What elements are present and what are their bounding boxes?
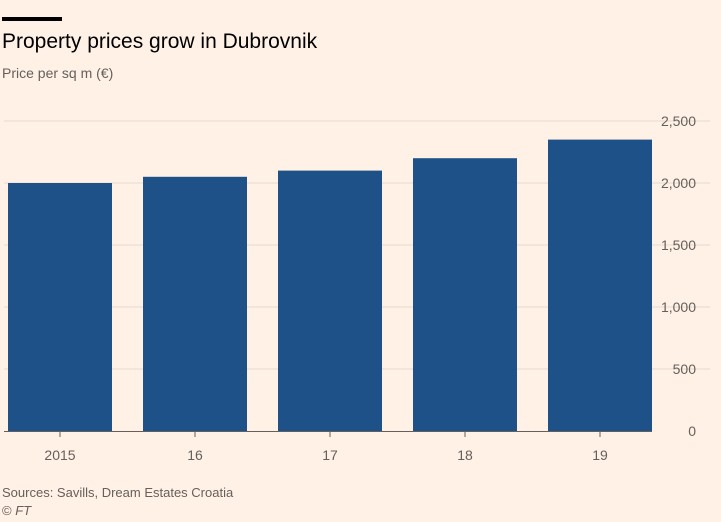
y-tick-label: 500 bbox=[673, 361, 697, 377]
copyright-note: © FT bbox=[2, 503, 31, 518]
copyright-symbol: © bbox=[2, 503, 12, 518]
x-tick-label: 17 bbox=[322, 447, 338, 463]
x-tick-label: 18 bbox=[457, 447, 473, 463]
bar bbox=[413, 158, 517, 431]
bars bbox=[8, 139, 652, 431]
x-tick-label: 16 bbox=[187, 447, 203, 463]
chart-subtitle: Price per sq m (€) bbox=[2, 65, 114, 81]
y-tick-label: 1,500 bbox=[661, 237, 696, 253]
y-axis-labels: 0 500 1,000 1,500 2,000 2,500 bbox=[661, 113, 696, 439]
bar bbox=[548, 139, 652, 431]
bar bbox=[8, 183, 112, 431]
source-note: Sources: Savills, Dream Estates Croatia bbox=[2, 485, 234, 500]
y-tick-label: 2,500 bbox=[661, 113, 696, 129]
y-tick-label: 0 bbox=[688, 423, 696, 439]
copyright-owner: FT bbox=[15, 503, 32, 518]
header-accent-rule bbox=[2, 17, 62, 21]
chart-title: Property prices grow in Dubrovnik bbox=[2, 30, 318, 53]
x-axis-labels: 2015 16 17 18 19 bbox=[44, 447, 608, 463]
bar bbox=[278, 170, 382, 431]
bar bbox=[143, 176, 247, 431]
y-tick-label: 2,000 bbox=[661, 175, 696, 191]
x-tick-label: 19 bbox=[592, 447, 608, 463]
y-tick-label: 1,000 bbox=[661, 299, 696, 315]
x-tick-label: 2015 bbox=[44, 447, 75, 463]
